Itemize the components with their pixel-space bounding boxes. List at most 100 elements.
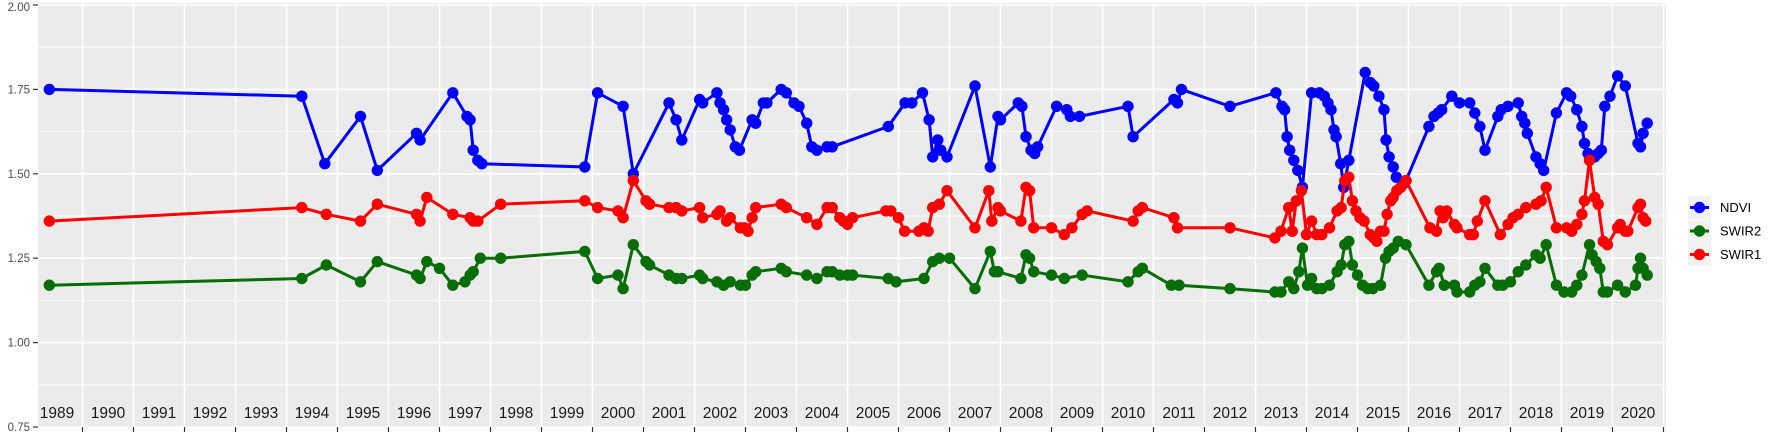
data-point-SWIR2 <box>676 272 688 285</box>
data-point-SWIR2 <box>1423 279 1435 291</box>
data-point-SWIR1 <box>1634 198 1647 210</box>
data-point-SWIR2 <box>1028 266 1040 278</box>
data-point-SWIR1 <box>421 191 433 204</box>
data-point-SWIR1 <box>1512 208 1524 220</box>
data-point-NDVI <box>296 90 308 102</box>
data-point-SWIR2 <box>1023 252 1036 264</box>
data-point-NDVI <box>1576 120 1588 133</box>
data-point-SWIR1 <box>1601 239 1614 251</box>
data-point-SWIR1 <box>1295 185 1308 197</box>
data-point-SWIR2 <box>579 245 591 258</box>
data-point-SWIR1 <box>1451 222 1463 234</box>
data-point-SWIR2 <box>1520 259 1532 271</box>
data-point-SWIR1 <box>1371 235 1383 247</box>
data-point-SWIR2 <box>1136 262 1149 274</box>
data-point-SWIR2 <box>1374 279 1387 291</box>
x-axis-label: 2002 <box>703 405 737 422</box>
data-point-NDVI <box>969 80 981 92</box>
data-point-SWIR2 <box>1629 279 1642 291</box>
data-point-SWIR2 <box>1474 276 1486 288</box>
data-point-SWIR1 <box>1316 228 1328 241</box>
data-point-SWIR2 <box>846 269 859 281</box>
legend-swatch-NDVI <box>1693 201 1706 214</box>
x-axis-label: 2003 <box>754 405 788 422</box>
data-point-SWIR1 <box>742 225 754 237</box>
data-point-SWIR2 <box>1293 266 1305 278</box>
x-axis-label: 2007 <box>958 405 992 422</box>
data-point-NDVI <box>761 97 773 109</box>
data-point-SWIR1 <box>1343 171 1355 183</box>
data-point-SWIR1 <box>1571 218 1583 231</box>
data-point-NDVI <box>793 100 805 113</box>
data-point-SWIR1 <box>414 215 426 227</box>
data-point-NDVI <box>1634 141 1647 153</box>
data-point-SWIR1 <box>447 208 459 220</box>
data-point-SWIR1 <box>697 212 709 224</box>
data-point-SWIR2 <box>1305 272 1318 285</box>
data-point-SWIR1 <box>371 198 383 210</box>
data-point-NDVI <box>467 144 479 156</box>
data-point-SWIR2 <box>697 272 709 285</box>
data-point-NDVI <box>1368 80 1380 92</box>
data-point-NDVI <box>1032 141 1044 153</box>
data-point-NDVI <box>1383 151 1395 163</box>
data-point-NDVI <box>717 104 730 116</box>
data-point-NDVI <box>1611 70 1624 82</box>
data-point-SWIR2 <box>43 279 55 291</box>
data-point-SWIR2 <box>1479 262 1491 274</box>
data-point-SWIR2 <box>1634 252 1647 264</box>
data-point-SWIR1 <box>933 198 945 210</box>
data-point-SWIR2 <box>1335 259 1347 271</box>
data-point-SWIR2 <box>414 272 426 285</box>
data-point-SWIR2 <box>1571 279 1583 291</box>
data-point-SWIR1 <box>643 198 656 210</box>
data-point-SWIR1 <box>1346 195 1359 207</box>
data-point-SWIR1 <box>811 218 823 231</box>
data-point-SWIR1 <box>1066 222 1078 234</box>
data-point-SWIR1 <box>1305 215 1318 227</box>
legend-label-SWIR1: SWIR1 <box>1720 247 1761 262</box>
y-axis-label: 1.75 <box>8 84 30 96</box>
data-point-SWIR1 <box>1520 201 1532 214</box>
legend-label-NDVI: NDVI <box>1720 200 1751 215</box>
data-point-NDVI <box>1016 100 1028 113</box>
x-axis-label: 2009 <box>1060 405 1094 422</box>
data-point-SWIR1 <box>1494 228 1507 241</box>
data-point-NDVI <box>1538 164 1550 177</box>
data-point-SWIR2 <box>371 255 383 268</box>
data-point-SWIR2 <box>1451 286 1463 298</box>
data-point-NDVI <box>579 161 591 173</box>
data-point-SWIR2 <box>1611 279 1624 291</box>
data-point-NDVI <box>750 117 762 129</box>
data-point-SWIR2 <box>750 266 762 278</box>
data-point-SWIR2 <box>801 269 813 281</box>
data-point-SWIR2 <box>296 272 308 285</box>
x-axis-label: 1995 <box>346 405 380 422</box>
data-point-SWIR1 <box>1592 198 1604 210</box>
data-point-SWIR1 <box>617 212 629 224</box>
data-point-SWIR2 <box>447 279 459 291</box>
data-point-NDVI <box>724 124 736 136</box>
data-point-SWIR1 <box>1127 215 1139 227</box>
data-point-NDVI <box>371 164 383 177</box>
data-point-NDVI <box>1453 97 1466 109</box>
data-point-SWIR1 <box>693 201 706 214</box>
data-point-SWIR1 <box>801 212 813 224</box>
data-point-NDVI <box>1519 117 1531 129</box>
data-point-SWIR2 <box>354 276 367 288</box>
data-point-SWIR1 <box>1535 195 1547 207</box>
data-point-SWIR1 <box>627 174 639 187</box>
data-point-SWIR2 <box>433 262 446 274</box>
data-point-SWIR2 <box>1641 269 1653 281</box>
data-point-NDVI <box>1469 107 1481 119</box>
data-point-SWIR1 <box>1540 181 1552 193</box>
x-axis-label: 1999 <box>550 405 584 422</box>
data-point-NDVI <box>1343 154 1355 166</box>
data-point-SWIR1 <box>986 215 998 227</box>
data-point-SWIR1 <box>1171 222 1184 234</box>
data-point-SWIR2 <box>1224 282 1236 295</box>
data-point-SWIR2 <box>1550 279 1563 291</box>
data-point-SWIR2 <box>1594 262 1606 274</box>
data-point-NDVI <box>1423 120 1435 133</box>
